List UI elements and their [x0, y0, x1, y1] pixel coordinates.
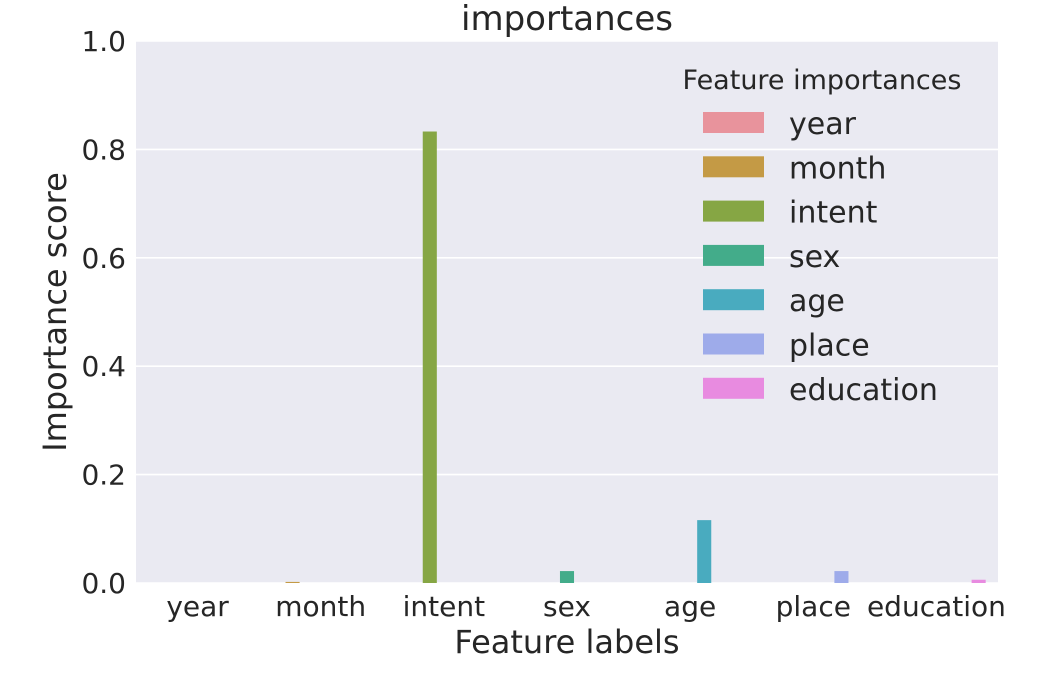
y-tick-label: 0.8 [81, 133, 126, 166]
legend-swatch-month [703, 156, 764, 178]
legend: Feature importances year month intent sex ag… [683, 65, 962, 408]
legend-swatch-intent [703, 200, 764, 222]
bar-place [834, 571, 849, 583]
legend-label-place: place [789, 329, 870, 364]
x-tick-label: age [664, 590, 716, 623]
x-tick-label: sex [543, 590, 591, 623]
bars [285, 131, 986, 583]
legend-label-month: month [789, 151, 886, 186]
y-tick-label: 0.4 [81, 350, 126, 383]
plot-background [136, 41, 998, 583]
chart-title: importances [461, 0, 673, 39]
y-axis-label: Importance score [36, 172, 74, 452]
y-tick-label: 0.0 [81, 567, 126, 600]
x-axis-label: Feature labels [454, 623, 679, 661]
x-tick-label: year [166, 590, 229, 623]
bar-age [697, 520, 712, 583]
legend-label-education: education [789, 373, 938, 408]
legend-title: Feature importances [683, 65, 962, 96]
gridlines [136, 40, 998, 584]
legend-swatch-sex [703, 244, 764, 266]
legend-label-year: year [789, 107, 857, 142]
legend-swatch-age [703, 289, 764, 311]
y-tick-label: 1.0 [81, 25, 126, 58]
bar-intent [422, 131, 437, 583]
x-axis-ticks: year month intent sex age place education [166, 590, 1006, 623]
y-tick-label: 0.6 [81, 242, 126, 275]
legend-label-intent: intent [789, 196, 878, 231]
x-tick-label: month [275, 590, 366, 623]
bar-sex [559, 571, 575, 583]
y-tick-label: 0.2 [81, 459, 126, 492]
x-tick-label: intent [403, 590, 485, 623]
legend-swatch-year [703, 112, 764, 133]
legend-label-sex: sex [789, 240, 840, 275]
legend-swatch-place [703, 333, 764, 355]
y-axis-ticks: 0.0 0.2 0.4 0.6 0.8 1.0 [81, 25, 126, 600]
legend-label-age: age [789, 284, 845, 319]
x-tick-label: education [867, 590, 1006, 623]
x-tick-label: place [776, 590, 851, 623]
legend-swatch-education [703, 377, 764, 399]
bar-month [285, 581, 300, 583]
bar-education [971, 579, 986, 583]
